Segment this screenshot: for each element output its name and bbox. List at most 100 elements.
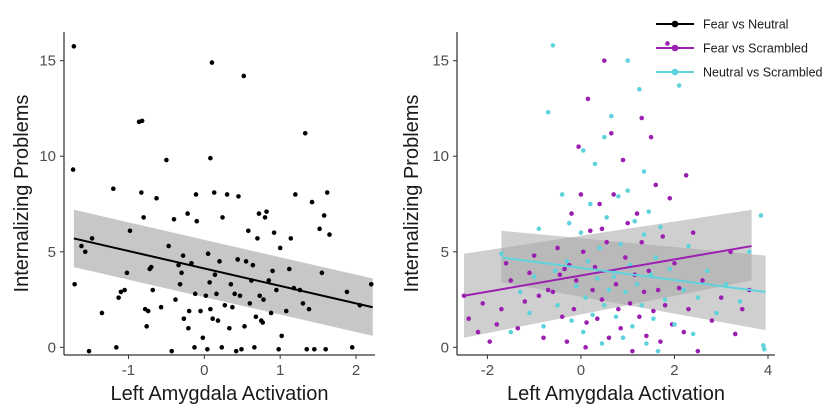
data-point [592, 161, 598, 167]
data-point [494, 322, 500, 327]
data-point [139, 118, 145, 124]
x-axis-title: Left Amygdala Activation [507, 383, 725, 405]
data-point [590, 312, 595, 318]
data-point [606, 287, 612, 293]
legend-item: Fear vs Scrambled [656, 42, 808, 56]
data-point [72, 281, 77, 287]
data-point [732, 331, 738, 337]
data-point [672, 260, 677, 266]
data-point [222, 303, 228, 308]
data-point [283, 308, 289, 314]
data-point [625, 220, 630, 226]
data-point [70, 167, 76, 172]
y-tick-label: 15 [39, 53, 56, 70]
data-point [580, 148, 586, 153]
legend-item: Neutral vs Scrambled [656, 66, 823, 80]
data-point [602, 58, 607, 63]
data-point [169, 348, 175, 354]
data-point [124, 270, 130, 276]
data-point [144, 324, 149, 329]
data-point [597, 245, 602, 251]
y-tick-label: 10 [39, 148, 56, 165]
data-point [192, 291, 198, 297]
data-point [344, 289, 350, 295]
data-point [676, 83, 682, 88]
data-point [239, 346, 244, 352]
data-point [630, 324, 635, 329]
data-point [227, 325, 232, 331]
data-point [580, 249, 586, 255]
data-point [527, 270, 532, 276]
data-point [508, 278, 514, 283]
data-point [327, 232, 332, 237]
panel-2: -2 0 2 4 0 5 10 15 Left Amygdala Activation Inter… [401, 18, 823, 406]
data-point [599, 341, 605, 346]
data-point [641, 289, 647, 295]
data-point [737, 299, 743, 304]
data-point [552, 268, 558, 274]
data-point [279, 333, 285, 339]
data-point [198, 308, 203, 314]
data-point [625, 58, 630, 63]
data-point [686, 306, 691, 312]
data-point [609, 113, 614, 119]
legend-label: Fear vs Neutral [703, 18, 788, 32]
data-point [214, 291, 219, 297]
data-point [181, 316, 187, 321]
data-point [695, 295, 701, 300]
data-point [604, 215, 609, 220]
data-point [662, 297, 668, 302]
data-point [164, 157, 169, 163]
data-point [205, 251, 211, 257]
data-point [609, 130, 614, 136]
data-point [499, 306, 504, 312]
data-point [550, 289, 556, 295]
data-point [672, 322, 677, 327]
data-point [114, 345, 119, 350]
data-point [545, 287, 551, 293]
data-point [555, 245, 560, 251]
data-point [541, 335, 546, 341]
data-point [564, 259, 570, 264]
data-point [288, 236, 294, 241]
data-point [116, 295, 121, 300]
data-point [271, 230, 277, 235]
data-point [257, 293, 263, 299]
data-point [86, 348, 92, 354]
data-point [321, 213, 327, 218]
y-tick-label: 15 [432, 53, 449, 70]
data-point [277, 245, 283, 251]
data-point [260, 320, 266, 325]
data-point [584, 320, 589, 325]
legend-item: Fear vs Neutral [656, 18, 788, 32]
data-point [186, 308, 192, 314]
data-point [639, 115, 645, 121]
y-tick-label: 5 [48, 244, 56, 261]
data-point [194, 218, 200, 224]
data-point [166, 243, 171, 249]
data-point [89, 236, 95, 241]
data-point [739, 306, 745, 312]
data-point [623, 289, 628, 295]
data-point [200, 335, 206, 341]
data-point [141, 215, 146, 220]
data-point [646, 268, 652, 274]
data-point [604, 239, 609, 245]
data-point [686, 243, 691, 249]
data-point [618, 241, 623, 247]
data-point [286, 266, 292, 272]
data-point [148, 264, 154, 270]
data-point [304, 346, 310, 352]
data-point [611, 192, 616, 197]
data-point [585, 259, 591, 264]
data-point [228, 281, 234, 287]
data-point [658, 224, 663, 230]
regression-line [501, 256, 766, 293]
data-point [623, 255, 628, 260]
data-point [665, 41, 670, 46]
data-point [594, 316, 600, 321]
data-point [466, 316, 471, 321]
data-point [569, 318, 574, 323]
x-axis-title: Left Amygdala Activation [111, 383, 329, 405]
